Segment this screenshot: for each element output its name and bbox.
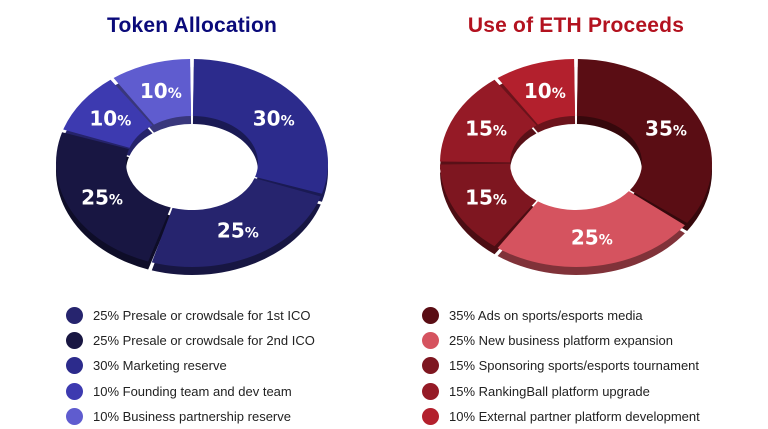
slice-label: 15% [465,117,507,141]
legend-item: 25% New business platform expansion [422,328,700,353]
slice-label: 25% [217,218,259,242]
pie-slice [497,191,685,267]
legend-item: 30% Marketing reserve [66,353,315,378]
legend-swatch [66,407,83,425]
legend-label: 25% Presale or crowdsale for 2nd ICO [93,333,315,349]
legend-swatch [422,332,439,350]
slice-label: 25% [81,185,123,209]
pie-slice [440,79,537,163]
legend-label: 30% Marketing reserve [93,358,227,374]
slice-label: 35% [645,117,687,141]
legend-swatch [422,307,439,325]
legend-swatch [66,307,83,325]
token-allocation-panel: Token Allocation 30% 25% 25% 10% 10% 25% Pre… [55,14,328,429]
slice-label: 10% [140,79,182,103]
chart-title: Token Allocation [106,14,278,37]
legend-item: 10% Business partnership reserve [66,404,315,429]
legend-swatch [66,382,83,400]
eth-proceeds-legend: 35% Ads on sports/esports media 25% New b… [422,303,700,429]
legend-label: 15% RankingBall platform upgrade [449,383,650,399]
token-allocation-legend: 25% Presale or crowdsale for 1st ICO 25% … [66,303,315,429]
legend-item: 15% RankingBall platform upgrade [422,379,700,404]
slice-label: 15% [465,185,507,209]
legend-swatch [66,332,83,350]
slice-label: 10% [89,107,131,131]
pie-slice [576,59,712,223]
legend-label: 25% New business platform expansion [449,333,674,349]
pie-slice [113,59,192,125]
legend-label: 10% External partner platform developmen… [449,408,700,424]
legend-item: 25% Presale or crowdsale for 2nd ICO [66,328,315,353]
eth-proceeds-panel: Use of ETH Proceeds 35% 25% 15% 15% 10% 35% … [384,0,768,429]
legend-label: 15% Sponsoring sports/esports tournament [449,358,700,374]
legend-item: 10% External partner platform developmen… [422,404,700,429]
legend-swatch [422,407,439,425]
legend-swatch [422,357,439,375]
pie-slice [440,163,537,247]
legend-item: 15% Sponsoring sports/esports tournament [422,353,700,378]
slice-label: 25% [571,226,613,250]
legend-swatch [66,357,83,375]
legend-label: 10% Business partnership reserve [93,408,291,424]
eth-proceeds-donut: 35% 25% 15% 15% 10% [440,59,712,275]
slice-label: 30% [253,107,295,131]
chart-title: Use of ETH Proceeds [467,14,685,37]
token-allocation-donut: 30% 25% 25% 10% 10% [55,59,328,275]
legend-swatch [422,382,439,400]
pie-slice [151,178,321,267]
pie-slice [63,79,153,148]
legend-label: 10% Founding team and dev team [93,383,292,399]
slice-label: 10% [524,79,566,103]
legend-label: 25% Presale or crowdsale for 1st ICO [93,308,311,324]
legend-label: 35% Ads on sports/esports media [449,308,643,324]
pie-slice [497,59,576,125]
pie-slice [192,59,328,194]
legend-item: 10% Founding team and dev team [66,379,315,404]
legend-item: 25% Presale or crowdsale for 1st ICO [66,303,315,328]
pie-slice [55,132,171,262]
legend-item: 35% Ads on sports/esports media [422,303,700,328]
